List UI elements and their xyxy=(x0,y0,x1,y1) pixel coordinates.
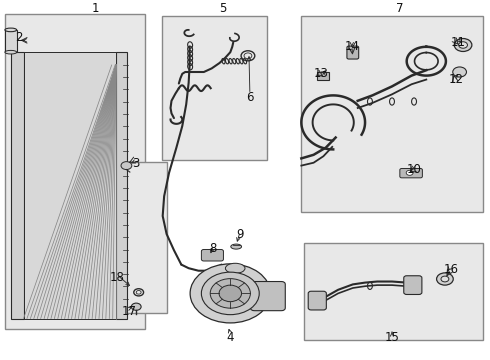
Circle shape xyxy=(459,42,467,48)
Text: 10: 10 xyxy=(407,163,421,176)
Text: 9: 9 xyxy=(236,228,244,241)
Text: 2: 2 xyxy=(15,31,23,44)
FancyBboxPatch shape xyxy=(400,168,422,178)
Text: 1: 1 xyxy=(92,3,99,15)
Text: 7: 7 xyxy=(395,3,403,15)
Ellipse shape xyxy=(5,28,17,32)
Text: 12: 12 xyxy=(448,73,463,86)
Bar xyxy=(116,52,127,319)
Bar xyxy=(5,14,145,329)
Text: 11: 11 xyxy=(451,36,465,49)
Text: 4: 4 xyxy=(226,331,234,344)
Text: 15: 15 xyxy=(385,331,399,344)
Text: 16: 16 xyxy=(443,263,458,276)
Circle shape xyxy=(201,272,259,315)
Ellipse shape xyxy=(231,244,242,249)
Bar xyxy=(91,162,167,313)
FancyBboxPatch shape xyxy=(308,291,326,310)
Text: 8: 8 xyxy=(209,242,217,255)
Bar xyxy=(301,16,483,212)
Ellipse shape xyxy=(225,263,245,273)
Text: 5: 5 xyxy=(219,3,227,15)
Text: 13: 13 xyxy=(314,67,328,80)
Text: 17: 17 xyxy=(122,305,136,318)
FancyBboxPatch shape xyxy=(201,249,223,261)
Circle shape xyxy=(131,303,141,310)
Circle shape xyxy=(454,39,472,51)
Circle shape xyxy=(121,162,132,170)
Bar xyxy=(162,16,267,160)
Circle shape xyxy=(210,279,250,308)
FancyBboxPatch shape xyxy=(250,282,285,311)
Bar xyxy=(11,52,24,319)
Text: 3: 3 xyxy=(132,157,140,170)
Ellipse shape xyxy=(5,50,17,54)
Circle shape xyxy=(453,67,466,77)
Circle shape xyxy=(437,273,453,285)
Circle shape xyxy=(219,285,242,302)
Circle shape xyxy=(406,170,413,175)
Text: 14: 14 xyxy=(344,40,359,53)
Circle shape xyxy=(190,264,270,323)
Bar xyxy=(304,243,483,340)
Circle shape xyxy=(441,276,449,282)
FancyBboxPatch shape xyxy=(347,46,359,59)
FancyBboxPatch shape xyxy=(404,276,422,294)
Bar xyxy=(5,30,17,52)
Text: 6: 6 xyxy=(246,91,254,104)
FancyBboxPatch shape xyxy=(317,72,329,80)
Bar xyxy=(24,52,116,319)
Text: 18: 18 xyxy=(109,271,124,284)
